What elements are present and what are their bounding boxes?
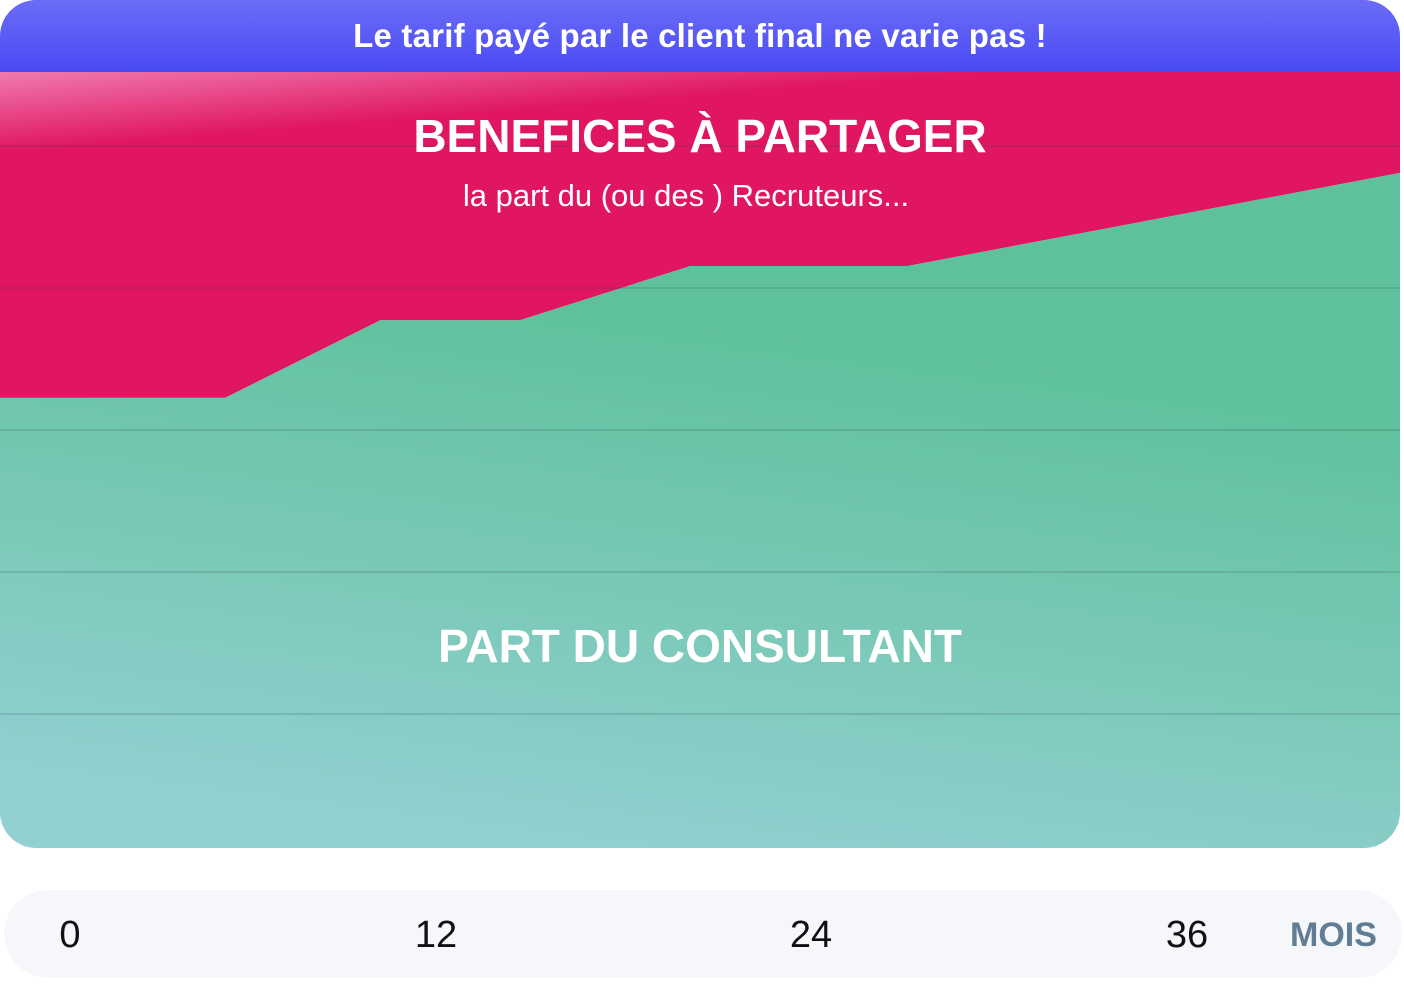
x-tick-label: 24 bbox=[789, 914, 833, 956]
annotation-benefices-title: BENEFICES À PARTAGER bbox=[413, 110, 986, 162]
banner-message: Le tarif payé par le client final ne var… bbox=[0, 0, 1400, 72]
x-axis-unit-label: MOIS bbox=[1290, 916, 1377, 954]
x-axis-bar bbox=[4, 890, 1402, 978]
area-chart: BENEFICES À PARTAGER la part du (ou des … bbox=[0, 72, 1400, 848]
series-area-consultant bbox=[0, 172, 1400, 848]
x-tick-label: 12 bbox=[414, 914, 458, 956]
x-tick-label: 0 bbox=[59, 914, 81, 956]
gridlines bbox=[0, 145, 1400, 715]
chart-card: Le tarif payé par le client final ne var… bbox=[0, 0, 1400, 848]
annotation-consultant-title: PART DU CONSULTANT bbox=[438, 620, 962, 672]
annotation-benefices-subtitle: la part du (ou des ) Recruteurs... bbox=[463, 178, 909, 213]
x-tick-label: 36 bbox=[1165, 914, 1209, 956]
series-area-benefices bbox=[0, 72, 1400, 398]
